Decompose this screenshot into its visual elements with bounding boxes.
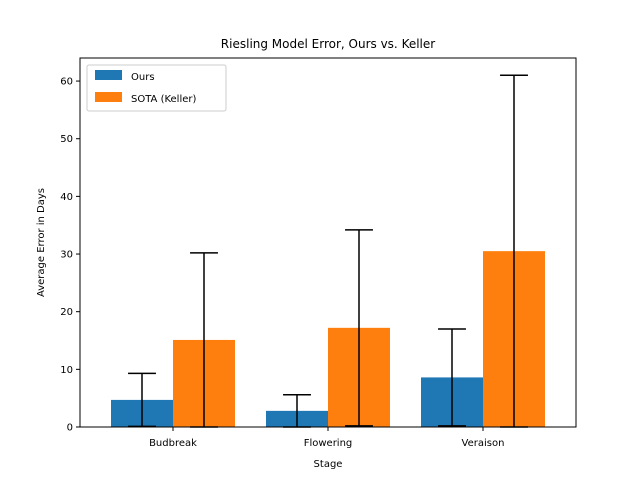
y-tick-label: 10 <box>60 365 73 376</box>
legend-label-ours: Ours <box>131 72 155 83</box>
x-axis-label: Stage <box>314 459 343 470</box>
y-tick-label: 0 <box>67 423 73 434</box>
legend: Ours SOTA (Keller) <box>86 64 227 112</box>
y-tick-label: 30 <box>60 250 73 261</box>
legend-swatch-sota <box>95 92 122 102</box>
x-tick-label: Budbreak <box>149 438 197 449</box>
error-bar-ours-budbreak <box>128 372 156 428</box>
plot-area <box>111 74 545 428</box>
legend-label-sota: SOTA (Keller) <box>131 94 197 105</box>
chart-title: Riesling Model Error, Ours vs. Keller <box>221 37 435 51</box>
y-tick-label: 60 <box>60 77 73 88</box>
error-bar-sota-flowering <box>345 229 373 427</box>
y-tick-label: 20 <box>60 307 73 318</box>
y-tick-label: 40 <box>60 192 73 203</box>
y-tick-label: 50 <box>60 134 73 145</box>
y-axis-label: Average Error in Days <box>36 188 47 297</box>
x-tick-label: Flowering <box>304 438 353 449</box>
error-bar-ours-veraison <box>438 328 466 427</box>
legend-swatch-ours <box>95 70 122 80</box>
x-tick-label: Veraison <box>462 438 505 449</box>
